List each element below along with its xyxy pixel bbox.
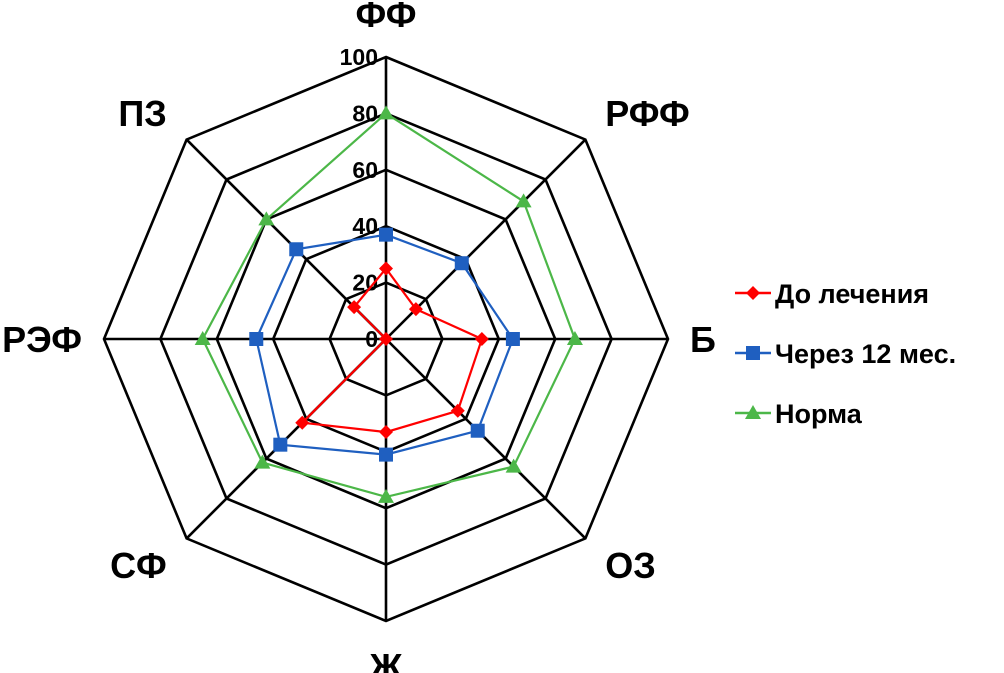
series-1-point-6 bbox=[295, 415, 310, 430]
legend-item-1: До лечения bbox=[735, 279, 929, 309]
series-2-point-3 bbox=[505, 332, 520, 346]
axis-label-8: ПЗ bbox=[118, 93, 166, 134]
series-3-point-2 bbox=[515, 193, 532, 208]
tick-label-80: 80 bbox=[352, 100, 378, 126]
axis-label-3: Б bbox=[690, 319, 716, 360]
series-3-point-4 bbox=[505, 458, 522, 473]
axis-label-2: РФФ bbox=[605, 93, 690, 134]
spoke-4 bbox=[385, 338, 587, 540]
axis-label-1: ФФ bbox=[356, 0, 417, 35]
series-2-point-4 bbox=[470, 423, 485, 438]
series-2-point-8 bbox=[289, 242, 304, 257]
series-1-point-7 bbox=[379, 332, 393, 346]
series-2-point-6 bbox=[273, 437, 288, 452]
series-3 bbox=[194, 105, 583, 503]
legend-marker-2 bbox=[746, 346, 760, 360]
legend-marker-1 bbox=[746, 286, 760, 300]
series-3-point-7 bbox=[194, 331, 211, 345]
series-2-point-1 bbox=[379, 227, 393, 242]
series-plot-area bbox=[194, 105, 583, 503]
series-1-point-3 bbox=[474, 332, 489, 346]
series-2-point-5 bbox=[379, 447, 393, 462]
axis-label-5: Ж bbox=[369, 646, 403, 673]
legend-item-2: Через 12 мес. bbox=[735, 339, 956, 369]
legend-marker-3 bbox=[745, 405, 761, 419]
series-1 bbox=[295, 261, 489, 440]
series-3-point-8 bbox=[258, 211, 275, 226]
series-1-point-5 bbox=[379, 425, 393, 440]
series-3-point-1 bbox=[378, 105, 394, 120]
series-1-point-2 bbox=[408, 302, 423, 317]
series-1-point-4 bbox=[450, 403, 465, 418]
tick-label-0: 0 bbox=[365, 326, 378, 352]
series-2-point-7 bbox=[249, 332, 264, 346]
series-2 bbox=[249, 227, 520, 462]
series-3-point-5 bbox=[378, 488, 394, 503]
legend-label-1: До лечения bbox=[775, 279, 929, 309]
legend-label-2: Через 12 мес. bbox=[775, 339, 956, 369]
series-3-point-6 bbox=[254, 454, 271, 469]
legend-label-3: Норма bbox=[775, 399, 863, 429]
tick-label-100: 100 bbox=[340, 44, 378, 70]
axis-labels: ФФ РФФ Б ОЗ Ж СФ РЭФ ПЗ bbox=[2, 0, 716, 673]
tick-label-40: 40 bbox=[352, 213, 378, 239]
legend: До лечения Через 12 мес. Норма bbox=[735, 279, 956, 429]
legend-item-3: Норма bbox=[735, 399, 863, 429]
series-3-point-3 bbox=[566, 331, 583, 345]
axis-label-7: РЭФ bbox=[2, 319, 82, 360]
axis-label-4: ОЗ bbox=[605, 545, 656, 586]
axis-label-6: СФ bbox=[110, 545, 167, 586]
tick-label-60: 60 bbox=[352, 157, 378, 183]
series-2-point-2 bbox=[454, 256, 469, 271]
series-1-point-8 bbox=[347, 300, 362, 315]
series-1-point-1 bbox=[379, 261, 393, 276]
